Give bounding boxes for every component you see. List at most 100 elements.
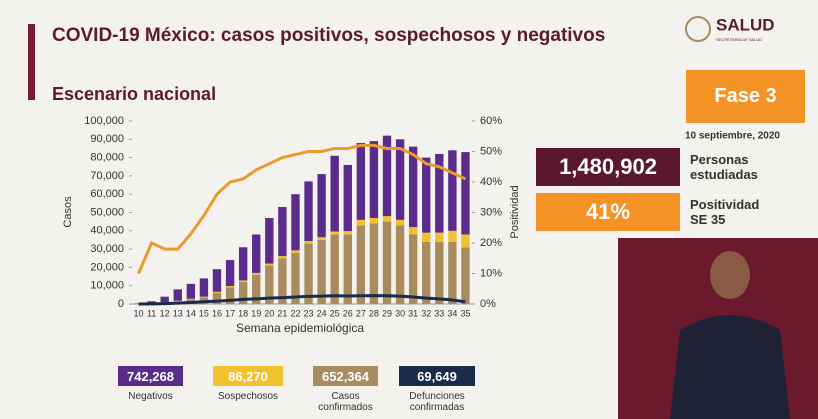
bar-segment xyxy=(435,241,444,304)
bar-segment xyxy=(382,135,392,217)
x-tick-label: 28 xyxy=(369,308,379,318)
logo-sub: SECRETARÍA DE SALUD xyxy=(716,37,762,42)
interpreter-body xyxy=(670,315,790,419)
bar-segment xyxy=(265,217,274,264)
bar-segment xyxy=(395,139,405,220)
bar-segment xyxy=(461,234,470,248)
bar-segment xyxy=(199,278,209,297)
x-tick-label: 21 xyxy=(277,308,287,318)
bar-segment xyxy=(186,283,196,299)
x-tick-label: 13 xyxy=(173,308,183,318)
bar-segment xyxy=(461,247,470,304)
x-tick-label: 12 xyxy=(160,308,170,318)
bar-segment xyxy=(278,256,287,259)
x-tick-label: 10 xyxy=(134,308,144,318)
bar-segment xyxy=(343,234,352,304)
stat-value: 41% xyxy=(536,193,680,231)
bar-segment xyxy=(408,234,418,304)
bar-segment xyxy=(448,150,457,231)
bar-segment xyxy=(238,247,248,281)
bar-segment xyxy=(173,300,182,302)
bar-segment xyxy=(448,230,457,242)
bar-segment xyxy=(369,217,379,224)
x-tick-label: 25 xyxy=(330,308,340,318)
bar-segment xyxy=(356,225,366,304)
logo-emblem xyxy=(685,16,711,42)
x-tick-label: 11 xyxy=(147,308,156,318)
x-tick-label: 26 xyxy=(343,308,353,318)
y-tick-label: 20,000 xyxy=(90,261,124,273)
x-tick-label: 33 xyxy=(434,308,444,318)
legend-box: 742,268 xyxy=(118,366,183,386)
bar-segment xyxy=(225,286,235,288)
x-tick-label: 24 xyxy=(317,308,327,318)
title: COVID-19 México: casos positivos, sospec… xyxy=(52,25,605,46)
bar-segment xyxy=(395,225,405,304)
bar-segment xyxy=(422,157,431,233)
x-tick-label: 34 xyxy=(447,308,457,318)
y-tick-label: 50,000 xyxy=(90,206,124,218)
x-tick-label: 19 xyxy=(251,308,261,318)
bar-segment xyxy=(291,194,300,251)
bar-segment xyxy=(317,174,326,238)
bar-segment xyxy=(343,231,352,235)
logo: SALUD xyxy=(716,15,775,34)
accent-bar xyxy=(28,24,35,100)
bar-segment xyxy=(252,272,261,275)
y2-tick-label: 30% xyxy=(480,206,502,218)
bar-segment xyxy=(422,232,431,242)
x-tick-label: 17 xyxy=(225,308,235,318)
y2-axis-label: Positividad xyxy=(509,185,521,238)
bar-segment xyxy=(212,293,222,304)
bar-segment xyxy=(382,221,392,304)
bar-segment xyxy=(225,287,235,304)
legend-box: 86,270 xyxy=(213,366,283,386)
bar-segment xyxy=(382,216,392,222)
bar-segment xyxy=(265,263,274,266)
bar-segment xyxy=(435,232,444,242)
bar-segment xyxy=(252,234,261,273)
bar-segment xyxy=(330,155,339,232)
bar-segment xyxy=(356,219,366,226)
line xyxy=(137,143,467,275)
bar-segment xyxy=(395,219,405,226)
bar-segment xyxy=(356,142,366,220)
bar-segment xyxy=(238,282,248,304)
y2-tick-label: 60% xyxy=(480,115,502,127)
bar-segment xyxy=(422,241,431,304)
legend-label: Sospechosos xyxy=(217,391,279,402)
x-tick-label: 30 xyxy=(395,308,405,318)
y-tick-label: 60,000 xyxy=(90,188,124,200)
bar-segment xyxy=(330,234,339,304)
bar-segment xyxy=(330,231,339,235)
stat-value: 1,480,902 xyxy=(536,148,680,186)
x-tick-label: 23 xyxy=(304,308,314,318)
bar-segment xyxy=(343,164,352,232)
bar-segment xyxy=(265,265,274,304)
bar-segment xyxy=(317,237,326,240)
bar-segment xyxy=(317,239,326,304)
x-tick-label: 27 xyxy=(356,308,366,318)
legend-label: Defunciones confirmadas xyxy=(409,391,465,413)
bar-segment xyxy=(212,269,222,292)
bar-segment xyxy=(173,289,182,301)
bar-segment xyxy=(278,207,287,257)
y-tick-label: 80,000 xyxy=(90,152,124,164)
x-axis-label: Semana epidemiológica xyxy=(236,321,364,335)
x-tick-label: 35 xyxy=(460,308,470,318)
x-tick-label: 15 xyxy=(199,308,209,318)
legend-label: Negativos xyxy=(128,391,173,402)
y2-tick-label: 0% xyxy=(480,298,496,310)
interpreter-head xyxy=(710,251,750,299)
bar-segment xyxy=(291,250,300,253)
y-tick-label: 0 xyxy=(118,298,124,310)
y2-tick-label: 40% xyxy=(480,176,502,188)
bar-segment xyxy=(435,153,444,233)
phase-box: Fase 3 xyxy=(686,70,805,123)
x-tick-label: 32 xyxy=(421,308,431,318)
bar-segment xyxy=(225,260,235,287)
y-axis-label: Casos xyxy=(62,196,74,228)
x-tick-label: 22 xyxy=(290,308,300,318)
legend-box: 652,364 xyxy=(313,366,378,386)
